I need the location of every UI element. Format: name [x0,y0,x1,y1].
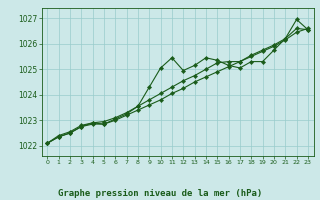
Text: Graphe pression niveau de la mer (hPa): Graphe pression niveau de la mer (hPa) [58,189,262,198]
